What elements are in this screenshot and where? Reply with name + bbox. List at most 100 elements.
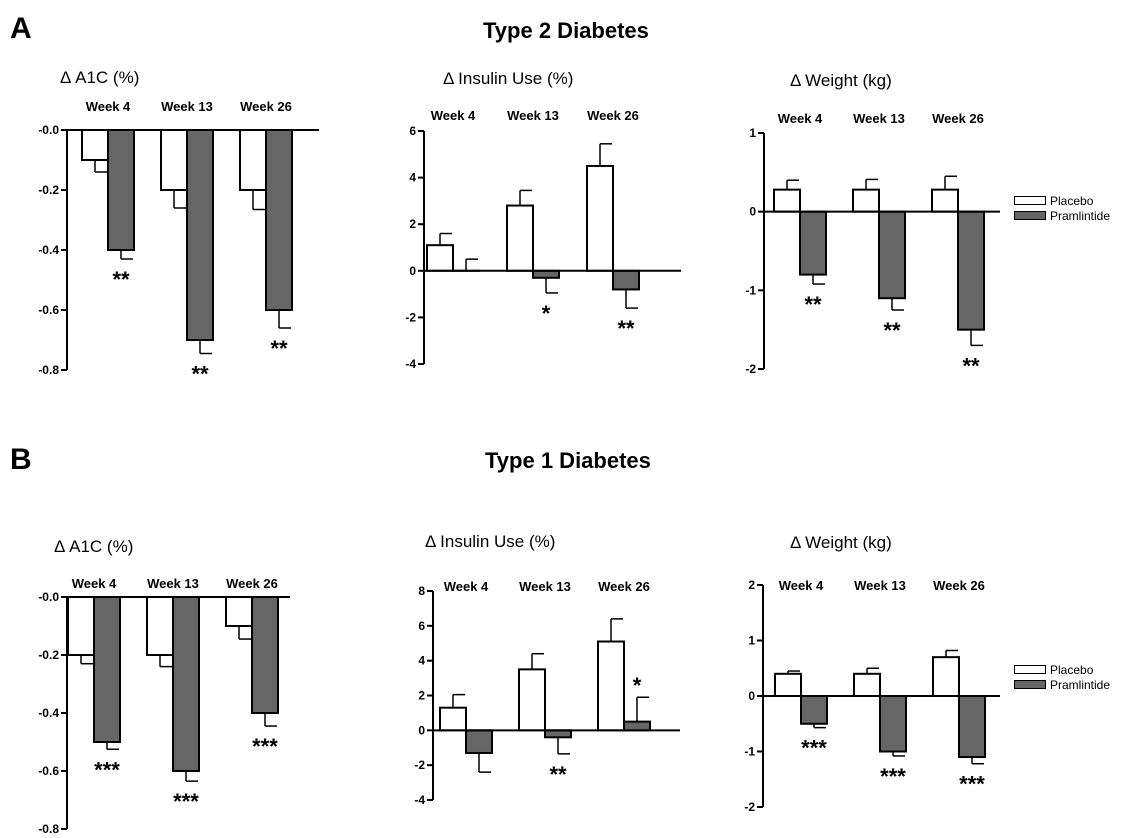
legend-item-placebo: Placebo [1014,193,1110,208]
chart1-y-tick-label: -0.0 [38,123,59,137]
chart5-bar-placebo [597,640,625,732]
chart4-bar-placebo [146,596,174,656]
chart2-category-label: Week 26 [587,108,639,123]
chart2-bar-placebo [426,244,454,272]
chart2-bar-placebo [586,164,614,272]
chart4-bar-pramlintide [93,596,121,743]
chart4-bar-placebo [225,596,253,627]
chart1-bar-pramlintide [107,129,135,251]
chart3-bar-placebo [773,188,801,213]
chart2-category-label: Week 13 [507,108,559,123]
chart2-y-tick-label: -4 [405,357,416,371]
chart5-y-tick-label: -2 [414,758,425,772]
chart6-significance-label: *** [801,736,827,761]
chart2-significance-label: * [542,301,551,326]
chart6-category-label: Week 4 [779,578,824,593]
chart1-bar-placebo [160,129,188,191]
chart1-significance-label: ** [191,362,209,387]
chart6-y-tick-label: 1 [748,634,755,648]
chart5-significance-label: * [633,673,642,698]
chart4-y-tick-label: -0.8 [38,822,59,836]
chart1-category-label: Week 4 [86,99,131,114]
chart3-significance-label: ** [804,292,822,317]
chart6-title: Δ Weight (kg) [790,533,892,552]
chart5-y-tick-label: -4 [414,793,425,807]
chart3-y-tick-label: -2 [745,362,756,376]
chart4-significance-label: *** [173,789,199,814]
chart5-y-tick-label: 6 [418,619,425,633]
chart2-bar-pramlintide [612,269,640,291]
chart4-category-label: Week 4 [72,576,117,591]
chart3-y-tick-label: 1 [749,126,756,140]
pramlintide-swatch [1014,680,1046,689]
chart3-category-label: Week 26 [932,111,984,126]
legend-label-pramlintide: Pramlintide [1050,677,1111,692]
legend-label-placebo: Placebo [1050,193,1094,208]
chart5-bar-pramlintide [544,729,572,739]
chart3-y-tick-label: 0 [749,205,756,219]
chart5-y-tick-label: 0 [418,723,425,737]
chart2-category-label: Week 4 [431,108,476,123]
chart2-y-tick-label: 6 [409,124,416,138]
placebo-swatch [1014,665,1046,674]
chart3-significance-label: ** [962,353,980,378]
chart5-bar-pramlintide [623,720,651,732]
legend-row-a: Placebo Pramlintide [1014,193,1110,223]
chart3-bar-placebo [852,188,880,213]
chart1-y-tick-label: -0.8 [38,363,59,377]
chart6-significance-label: *** [880,764,906,789]
chart6-bar-pramlintide [800,695,828,725]
chart5-category-label: Week 4 [444,579,489,594]
chart6-y-tick-label: 0 [748,689,755,703]
chart4-significance-label: *** [94,757,120,782]
chart1-category-label: Week 26 [240,99,292,114]
chart6-significance-label: *** [959,772,985,797]
chart1-bar-placebo [81,129,109,161]
chart5-category-label: Week 26 [598,579,650,594]
chart2-title: Δ Insulin Use (%) [443,69,573,88]
chart5-bar-placebo [439,706,467,732]
chart4-title: Δ A1C (%) [54,537,133,556]
chart1-y-tick-label: -0.6 [38,303,59,317]
chart6-bar-pramlintide [879,695,907,753]
chart2-y-tick-label: 4 [409,171,416,185]
chart1-bar-pramlintide [265,129,293,311]
chart4-bar-pramlintide [172,596,200,772]
chart6-bar-placebo [932,656,960,698]
chart4-category-label: Week 13 [147,576,199,591]
chart3-bar-placebo [931,188,959,213]
legend-label-placebo: Placebo [1050,662,1094,677]
panel-letter-b: B [10,443,32,476]
chart1-category-label: Week 13 [161,99,213,114]
chart5-category-label: Week 13 [519,579,571,594]
chart4-y-tick-label: -0.6 [38,764,59,778]
chart4-significance-label: *** [252,734,278,759]
chart4-y-tick-label: -0.2 [38,648,59,662]
chart3-y-tick-label: -1 [745,283,756,297]
chart5-bar-pramlintide [465,729,493,754]
chart3-category-label: Week 13 [853,111,905,126]
row-title-type2: Type 2 Diabetes [483,18,649,43]
chart1-significance-label: ** [112,267,130,292]
chart4-y-tick-label: -0.0 [38,590,59,604]
chart3-bar-pramlintide [957,210,985,331]
chart5-y-tick-label: 4 [418,654,425,668]
chart2-y-tick-label: -2 [405,310,416,324]
chart6-bar-placebo [774,672,802,697]
legend-item-pramlintide: Pramlintide [1014,677,1110,692]
chart2-y-tick-label: 0 [409,264,416,278]
pramlintide-swatch [1014,211,1046,220]
chart5-bar-placebo [518,668,546,732]
chart1-bar-placebo [239,129,267,191]
chart4-bar-pramlintide [251,596,279,714]
placebo-swatch [1014,196,1046,205]
chart5-y-tick-label: 2 [418,689,425,703]
chart6-category-label: Week 26 [933,578,985,593]
chart6-y-tick-label: -2 [744,800,755,814]
legend-row-b: Placebo Pramlintide [1014,662,1110,692]
chart4-y-tick-label: -0.4 [38,706,59,720]
chart6-bar-placebo [853,672,881,697]
panel-letter-a: A [10,12,32,45]
legend-item-placebo: Placebo [1014,662,1110,677]
